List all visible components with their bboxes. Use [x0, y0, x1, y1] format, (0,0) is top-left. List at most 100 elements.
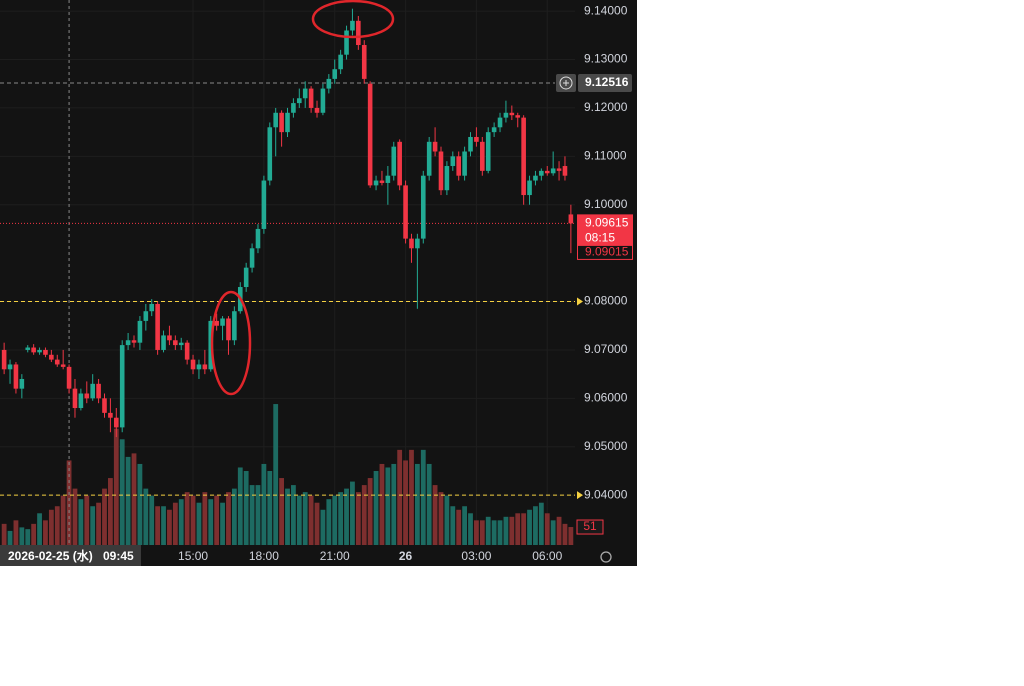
annotation-circle: [311, 0, 395, 39]
x-tick-label: 21:00: [320, 549, 350, 563]
volume-bar: [84, 495, 90, 545]
volume-bar: [562, 523, 568, 545]
candle-body: [208, 320, 214, 370]
volume-bar: [155, 506, 161, 545]
candle-body: [167, 335, 172, 341]
candle-body: [243, 267, 249, 288]
volume-bar: [350, 481, 355, 545]
volume-bar: [43, 520, 48, 545]
volume-bar: [503, 516, 509, 545]
candle-body: [214, 320, 219, 326]
volume-bar: [261, 463, 267, 545]
volume-bar: [456, 509, 462, 545]
volume-bar: [60, 495, 66, 545]
candle-body: [527, 180, 532, 196]
volume-bar: [355, 492, 361, 545]
second-price: 9.09015: [585, 245, 629, 259]
candle-body: [391, 146, 397, 176]
y-tick-label: 9.11000: [584, 149, 627, 163]
chart-background: [0, 0, 637, 566]
volume-bar: [196, 502, 202, 545]
candle-body: [491, 127, 497, 133]
candles: [1, 8, 574, 438]
candle-body: [131, 340, 137, 343]
candle-body: [438, 151, 444, 191]
candle-body: [326, 78, 332, 89]
volume-bar: [285, 488, 290, 545]
volume-pane: [1, 404, 574, 545]
volume-bar: [102, 488, 107, 545]
volume-bar: [391, 463, 397, 545]
candle-body: [220, 318, 225, 326]
candle-body: [462, 151, 467, 176]
candle-body: [119, 345, 125, 428]
candle-body: [379, 180, 385, 183]
volume-bar: [533, 506, 538, 545]
candle-body: [338, 54, 343, 70]
y-tick-label: 9.04000: [584, 487, 628, 501]
y-tick-label: 9.12000: [584, 100, 628, 114]
candle-body: [37, 349, 42, 353]
candle-body: [432, 141, 438, 152]
candle-body: [273, 112, 278, 128]
second-price-box: [577, 244, 633, 260]
current-price-box: [577, 214, 633, 247]
volume-bar: [226, 492, 231, 545]
volume-bar: [96, 502, 101, 545]
price-lines: [0, 0, 575, 545]
candle-body: [361, 45, 367, 79]
volume-bar: [338, 492, 344, 545]
candle-body: [426, 141, 432, 176]
volume-bar: [302, 492, 308, 545]
alert-marker: [577, 297, 583, 306]
settings-icon[interactable]: [600, 551, 612, 563]
volume-bar: [90, 506, 96, 545]
volume-bar: [48, 509, 54, 545]
volume-bar: [538, 502, 544, 545]
volume-bar: [385, 467, 391, 545]
candle-body: [515, 115, 521, 118]
volume-bar: [1, 523, 7, 545]
candle-body: [533, 175, 538, 181]
volume-bar: [550, 520, 556, 545]
candle-body: [420, 175, 426, 239]
candle-body: [279, 112, 284, 133]
y-tick-label: 9.05000: [584, 439, 628, 453]
volume-bar: [214, 495, 220, 545]
candle-body: [226, 318, 231, 341]
volume-bar: [125, 456, 131, 545]
volume-bar: [7, 530, 13, 545]
x-tick-label: 15:00: [178, 549, 208, 563]
volume-bar: [279, 478, 284, 545]
candle-body: [232, 311, 237, 341]
volume-bar: [220, 502, 225, 545]
volume-bar: [31, 523, 37, 545]
volume-bar: [409, 449, 414, 545]
volume-bar: [243, 471, 249, 545]
candle-body: [190, 359, 196, 370]
alert-marker: [577, 491, 583, 500]
volume-bar: [149, 495, 155, 545]
y-tick-label: 9.14000: [584, 3, 628, 17]
add-button[interactable]: [559, 76, 573, 90]
candle-body: [54, 359, 60, 365]
volume-bar: [332, 495, 338, 545]
x-tick-label: 03:00: [461, 549, 491, 563]
candle-body: [125, 340, 131, 346]
candle-body: [308, 88, 314, 108]
volume-bar: [167, 509, 172, 545]
candle-body: [249, 248, 255, 268]
volume-bar: [172, 502, 178, 545]
volume-bar: [249, 485, 255, 545]
volume-bar: [107, 478, 113, 545]
candle-body: [291, 103, 296, 113]
candle-body: [480, 141, 485, 171]
volume-bar: [25, 529, 31, 545]
candle-body: [7, 364, 13, 370]
volume-bar: [367, 478, 373, 545]
candle-body: [31, 347, 36, 353]
candle-body: [415, 238, 420, 249]
candle-body: [1, 349, 7, 370]
chart: 9.14000 9.13000 9.12000 9.11000 9.10000 9.080…: [0, 0, 637, 566]
